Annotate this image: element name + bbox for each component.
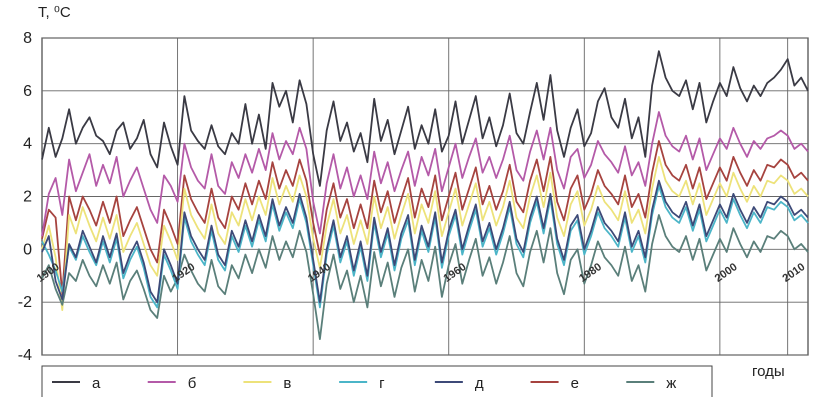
- y-tick-label: 2: [23, 189, 32, 206]
- chart-legend: а б в г д е ж: [41, 365, 713, 397]
- y-tick-label: -2: [18, 294, 32, 311]
- series-line-е: [41, 140, 809, 296]
- x-tick-label: 1900: [35, 261, 62, 285]
- legend-label-б: б: [188, 375, 197, 392]
- y-axis-ticks: 8 6 4 2 0 -2 -4: [18, 30, 32, 364]
- x-axis-label: годы: [752, 363, 785, 380]
- legend-label-а: а: [92, 375, 101, 392]
- y-tick-label: 4: [23, 136, 32, 153]
- series-line-в: [41, 155, 809, 312]
- x-tick-label: 1940: [306, 261, 333, 285]
- x-tick-label: 2000: [713, 261, 740, 285]
- series-line-г: [41, 184, 809, 309]
- x-tick-label: 1920: [170, 261, 197, 285]
- y-tick-label: 0: [23, 241, 32, 258]
- series-line-ж: [41, 214, 809, 341]
- series-line-а: [41, 50, 809, 187]
- legend-label-в: в: [283, 375, 291, 392]
- legend-label-г: г: [379, 375, 385, 392]
- y-tick-label: 6: [23, 83, 32, 100]
- x-tick-label: 2010: [780, 261, 807, 285]
- series-line-б: [41, 111, 809, 237]
- y-axis-label: T, ⁰C: [38, 4, 71, 21]
- series-line-д: [41, 179, 809, 304]
- legend-label-ж: ж: [666, 375, 676, 392]
- legend-label-е: е: [571, 375, 579, 392]
- chart-series: [41, 50, 809, 341]
- y-tick-label: -4: [18, 347, 32, 364]
- y-tick-label: 8: [23, 30, 32, 47]
- x-tick-label: 1960: [442, 261, 469, 285]
- legend-box: [41, 365, 713, 397]
- legend-label-д: д: [475, 375, 484, 392]
